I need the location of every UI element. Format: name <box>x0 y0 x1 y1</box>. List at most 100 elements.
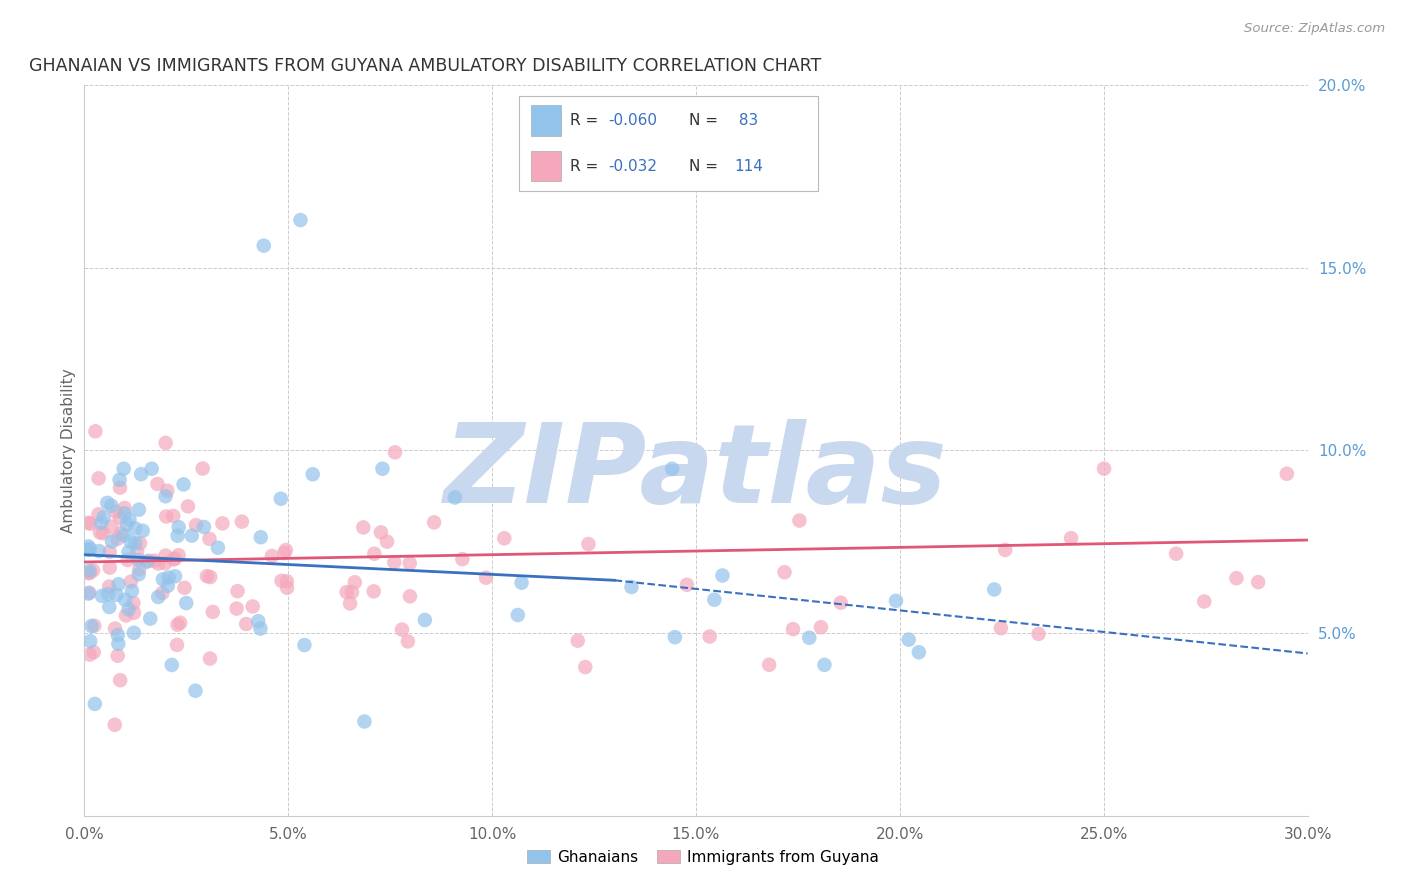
Point <box>114 592 136 607</box>
Point <box>153 556 176 570</box>
Point <box>108 510 131 524</box>
Point <box>160 657 183 672</box>
Point <box>77 516 100 530</box>
Point <box>177 500 200 514</box>
Point <box>810 620 832 634</box>
Point <box>107 637 129 651</box>
Point <box>98 545 121 559</box>
Point <box>83 645 105 659</box>
Point <box>128 502 150 516</box>
Point <box>994 543 1017 558</box>
Point <box>1275 467 1298 481</box>
Point <box>174 596 197 610</box>
Point <box>195 569 218 583</box>
Point <box>1028 627 1050 641</box>
Point <box>1194 594 1216 608</box>
Point <box>301 467 323 482</box>
Point <box>77 585 100 599</box>
Point <box>384 445 406 459</box>
Point <box>198 532 221 546</box>
Point <box>122 596 145 610</box>
Point <box>249 622 271 636</box>
Point <box>789 514 811 528</box>
Point <box>138 554 160 568</box>
Point <box>104 717 127 731</box>
Point <box>184 683 207 698</box>
Point <box>413 613 436 627</box>
Point <box>110 525 132 540</box>
Point <box>260 549 283 563</box>
Point <box>1060 531 1083 545</box>
Point <box>173 581 195 595</box>
Point <box>128 562 150 576</box>
Point <box>162 508 184 523</box>
Point <box>371 462 394 476</box>
Point <box>148 590 170 604</box>
Text: ZIPatlas: ZIPatlas <box>444 419 948 526</box>
Point <box>661 462 683 476</box>
Point <box>184 518 207 533</box>
Point <box>1225 571 1247 585</box>
Point <box>166 529 188 543</box>
Point <box>167 520 190 534</box>
Point <box>339 597 361 611</box>
Point <box>148 557 170 571</box>
Point <box>124 521 146 535</box>
Point <box>84 425 107 439</box>
Point <box>198 651 221 665</box>
Point <box>146 477 169 491</box>
Point <box>242 599 264 614</box>
Point <box>112 462 135 476</box>
Point <box>117 602 139 616</box>
Point <box>382 555 405 569</box>
Point <box>990 621 1012 635</box>
Point <box>104 622 127 636</box>
Point <box>124 536 146 550</box>
Point <box>122 625 145 640</box>
Point <box>247 614 270 628</box>
Point <box>1092 461 1115 475</box>
Point <box>89 525 111 540</box>
Point <box>162 552 184 566</box>
Point <box>201 605 224 619</box>
Point <box>363 547 385 561</box>
Point <box>155 549 177 563</box>
Point <box>77 586 100 600</box>
Point <box>112 528 135 542</box>
Point <box>115 517 138 532</box>
Point <box>193 520 215 534</box>
Point <box>98 600 121 615</box>
Point <box>180 529 202 543</box>
Point <box>100 519 122 533</box>
Point <box>1164 547 1187 561</box>
Point <box>157 570 180 584</box>
Point <box>128 567 150 582</box>
Point <box>363 584 385 599</box>
Point <box>165 569 187 583</box>
Point <box>156 483 179 498</box>
Point <box>207 541 229 555</box>
Point <box>270 491 292 506</box>
Point <box>79 564 101 578</box>
Point <box>664 630 686 644</box>
Point <box>475 571 498 585</box>
Point <box>135 555 157 569</box>
Point <box>122 606 145 620</box>
Point <box>143 554 166 568</box>
Text: Source: ZipAtlas.com: Source: ZipAtlas.com <box>1244 22 1385 36</box>
Point <box>101 534 124 549</box>
Point <box>290 213 312 227</box>
Point <box>139 612 162 626</box>
Point <box>253 238 276 252</box>
Point <box>91 589 114 603</box>
Point <box>98 580 121 594</box>
Point <box>169 615 191 630</box>
Point <box>699 630 721 644</box>
Point <box>510 575 533 590</box>
Point <box>165 551 187 566</box>
Point <box>574 660 596 674</box>
Point <box>166 638 188 652</box>
Point <box>129 467 152 482</box>
Point <box>115 608 138 623</box>
Point <box>758 657 780 672</box>
